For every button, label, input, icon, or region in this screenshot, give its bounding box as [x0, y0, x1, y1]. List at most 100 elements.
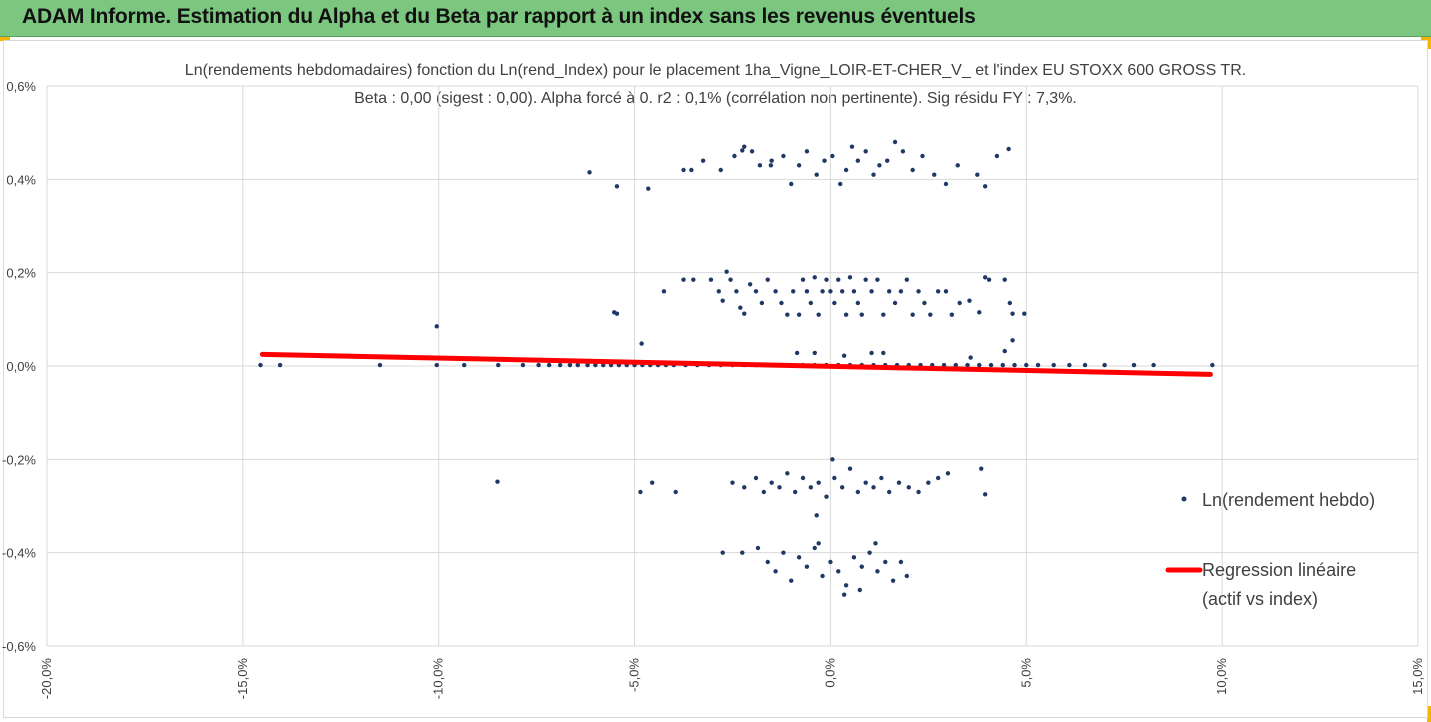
data-point: [794, 350, 800, 356]
x-tick-label: 15,0%: [1410, 658, 1425, 695]
data-point: [1006, 146, 1011, 152]
data-point: [1010, 338, 1015, 343]
data-point: [785, 312, 790, 317]
data-point: [649, 480, 655, 485]
data-point: [957, 300, 962, 306]
data-point: [708, 277, 714, 282]
corner-marker-right-edge: [1427, 37, 1431, 49]
data-point: [691, 277, 696, 282]
data-point: [851, 555, 857, 560]
data-point: [757, 163, 763, 168]
data-point: [841, 592, 847, 597]
data-point: [742, 144, 747, 149]
data-point: [742, 485, 747, 490]
data-point: [768, 163, 774, 168]
data-point: [808, 485, 814, 490]
data-point: [1002, 277, 1007, 282]
data-point: [536, 362, 541, 368]
data-point: [546, 362, 552, 368]
data-point: [587, 170, 592, 175]
data-point: [814, 513, 819, 518]
data-point: [661, 289, 667, 294]
data-point: [898, 559, 904, 565]
data-point: [575, 362, 580, 368]
data-point: [886, 289, 892, 294]
data-point: [681, 167, 686, 173]
data-point: [800, 475, 806, 481]
data-point: [812, 350, 817, 356]
report-banner: ADAM Informe. Estimation du Alpha et du …: [0, 0, 1431, 37]
data-point: [943, 289, 949, 294]
data-point: [781, 153, 786, 159]
legend-scatter-label: Ln(rendement hebdo): [1202, 490, 1375, 510]
data-point: [749, 149, 755, 154]
data-point: [773, 569, 778, 574]
data-point: [968, 355, 973, 360]
x-tick-label: -5,0%: [627, 658, 642, 692]
regression-line: [259, 351, 1213, 377]
data-point: [982, 184, 988, 189]
corner-marker-top-left: [0, 37, 10, 41]
data-point: [875, 277, 880, 282]
data-point: [638, 489, 643, 495]
data-point: [839, 289, 845, 294]
corner-marker-bottom-right: [1427, 706, 1431, 722]
data-point: [759, 300, 765, 306]
data-point: [765, 559, 770, 565]
data-point: [839, 485, 845, 490]
data-point: [886, 489, 892, 495]
data-point: [781, 550, 786, 555]
chart-title: Ln(rendements hebdomadaires) fonction du…: [184, 62, 1247, 79]
data-point: [855, 158, 861, 163]
data-point: [769, 480, 774, 485]
x-tick-label: -15,0%: [235, 658, 250, 700]
x-tick-label: -10,0%: [431, 658, 446, 700]
data-point: [1012, 362, 1017, 368]
data-point: [567, 362, 573, 368]
data-point: [593, 362, 598, 368]
data-point: [520, 362, 526, 368]
data-point: [988, 362, 994, 368]
data-point: [796, 163, 802, 168]
data-point: [906, 485, 911, 490]
y-tick-label: 0,4%: [6, 172, 36, 187]
data-point: [1131, 362, 1137, 368]
data-point: [883, 559, 888, 565]
data-point: [1024, 362, 1029, 368]
data-point: [836, 569, 841, 574]
data-point: [859, 312, 864, 317]
data-point: [816, 312, 821, 317]
data-point: [495, 479, 500, 484]
data-point: [753, 475, 759, 481]
data-point: [720, 550, 725, 555]
data-point: [789, 578, 794, 583]
data-point: [461, 362, 467, 368]
data-point: [877, 163, 882, 168]
data-point: [377, 362, 383, 368]
data-point: [916, 289, 921, 294]
data-point: [814, 172, 819, 177]
data-point: [916, 489, 921, 495]
data-point: [804, 564, 810, 569]
data-point: [994, 153, 1000, 159]
data-point: [832, 475, 837, 481]
data-point: [869, 350, 874, 356]
data-point: [955, 163, 960, 168]
data-point: [800, 277, 806, 282]
data-point: [945, 471, 951, 476]
data-point: [904, 277, 910, 282]
data-point: [881, 350, 886, 356]
data-point: [857, 587, 863, 593]
data-point: [885, 158, 890, 163]
data-point: [953, 362, 958, 368]
data-point: [779, 300, 784, 306]
data-point: [724, 269, 729, 274]
x-tick-label: 10,0%: [1214, 658, 1229, 695]
data-point: [873, 541, 878, 546]
data-point: [979, 466, 984, 471]
data-point: [792, 489, 798, 495]
data-point: [967, 298, 972, 303]
data-point: [1022, 311, 1027, 316]
data-point: [789, 181, 794, 187]
data-point: [820, 573, 825, 579]
